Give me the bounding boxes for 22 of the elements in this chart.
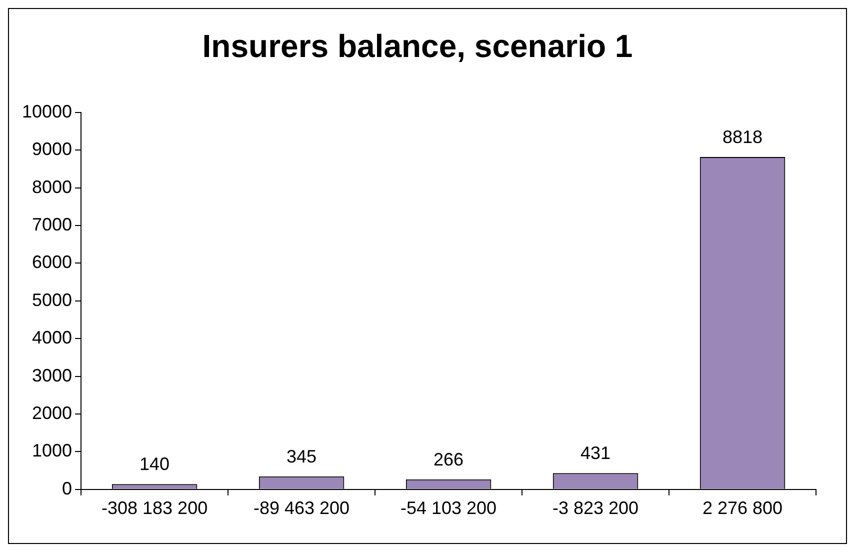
chart-title: Insurers balance, scenario 1 (202, 28, 633, 64)
y-tick-label: 8000 (32, 176, 72, 197)
data-label: 345 (286, 446, 317, 466)
y-tick-label: 0 (62, 478, 72, 498)
x-tick-label: -89 463 200 (253, 498, 350, 518)
y-tick-label: 3000 (32, 365, 72, 386)
x-tick-label: -3 823 200 (552, 498, 639, 518)
x-tick-label: -54 103 200 (400, 498, 497, 518)
data-label: 266 (434, 449, 464, 470)
y-tick-label: 1000 (32, 440, 72, 461)
y-tick-label: 5000 (32, 290, 72, 310)
x-tick-label: -308 183 200 (102, 498, 208, 518)
data-label: 431 (580, 443, 611, 464)
y-tick-label: 10000 (22, 101, 72, 122)
y-tick-label: 7000 (32, 214, 72, 234)
data-label: 8818 (722, 126, 763, 147)
data-label: 140 (140, 454, 170, 474)
y-tick-label: 2000 (32, 402, 72, 423)
y-tick-label: 6000 (32, 252, 72, 272)
y-tick-label: 4000 (32, 328, 72, 348)
y-tick-label: 9000 (32, 139, 72, 160)
x-tick-label: 2 276 800 (702, 498, 783, 518)
